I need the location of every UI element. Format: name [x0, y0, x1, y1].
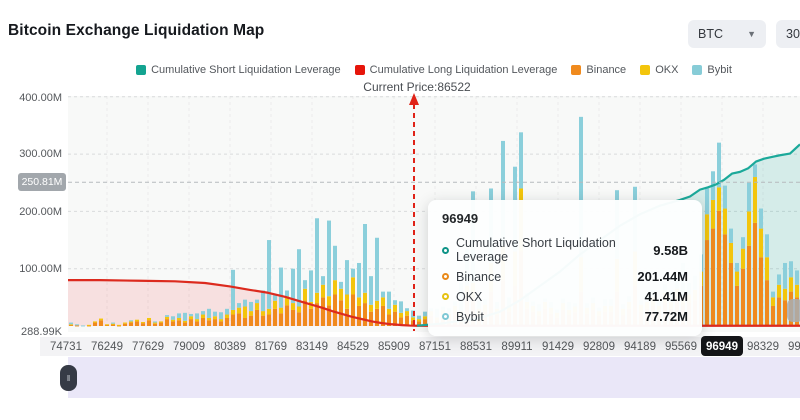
crosshair-value-badge: 250.81M	[18, 173, 66, 191]
tooltip-label: OKX	[456, 289, 483, 304]
y-tick-label: 200.00M	[19, 206, 62, 218]
legend-label: Cumulative Short Liquidation Leverage	[151, 64, 341, 76]
legend-swatch-binance	[571, 65, 582, 75]
tooltip-label: Bybit	[456, 309, 484, 324]
legend-label: Binance	[586, 64, 627, 76]
x-tick-label: 88531	[460, 341, 492, 353]
y-tick-label: 400.00M	[19, 92, 62, 104]
tooltip-value: 201.44M	[637, 269, 688, 284]
legend-item-bybit[interactable]: Bybit	[692, 64, 732, 76]
legend-item-short-leverage[interactable]: Cumulative Short Liquidation Leverage	[136, 64, 341, 76]
x-axis-band	[40, 337, 800, 356]
legend-item-binance[interactable]: Binance	[571, 64, 626, 76]
zoom-slider-track[interactable]	[68, 357, 800, 398]
x-tick-label: 80389	[214, 341, 246, 353]
legend-label: Bybit	[707, 64, 732, 76]
x-tick-label: 94189	[624, 341, 656, 353]
x-tick-label: 83149	[296, 341, 328, 353]
tooltip-row-bybit: Bybit 77.72M	[442, 309, 688, 324]
symbol-select-value: BTC	[698, 27, 723, 41]
x-tick-label: 77629	[132, 341, 164, 353]
x-tick-label: 79009	[173, 341, 205, 353]
legend-swatch-bybit	[692, 65, 703, 75]
page-title: Bitcoin Exchange Liquidation Map	[8, 22, 265, 39]
legend-label: OKX	[655, 64, 679, 76]
tooltip-label: Cumulative Short Liquidation Leverage	[456, 236, 616, 264]
scroll-handle[interactable]	[787, 299, 800, 322]
tooltip-row-binance: Binance 201.44M	[442, 269, 688, 284]
x-tick-label: 99709	[788, 341, 800, 353]
x-tick-badge	[701, 336, 743, 356]
short-leverage-dot-icon	[442, 246, 449, 254]
tooltip-title: 96949	[442, 211, 479, 226]
y-tick-label: 100.00M	[19, 263, 62, 275]
y-tick-label: 288.99K	[21, 326, 63, 338]
legend-swatch-okx	[640, 65, 651, 75]
x-tick-label: 91429	[542, 341, 574, 353]
chart-legend: Cumulative Short Liquidation Leverage Cu…	[68, 64, 800, 76]
x-tick-label: 89911	[501, 341, 532, 353]
x-tick-label: 84529	[337, 341, 369, 353]
legend-swatch-short	[136, 65, 147, 75]
chevron-down-icon: ▼	[747, 29, 756, 39]
okx-dot-icon	[442, 293, 449, 300]
current-price-label: Current Price:86522	[363, 80, 471, 94]
period-select[interactable]: 30	[776, 20, 800, 48]
tooltip-value: 77.72M	[644, 309, 688, 324]
tooltip-row-short-leverage: Cumulative Short Liquidation Leverage 9.…	[442, 236, 688, 264]
tooltip-value: 41.41M	[644, 289, 688, 304]
legend-item-okx[interactable]: OKX	[640, 64, 678, 76]
bybit-dot-icon	[442, 313, 449, 320]
tooltip-row-okx: OKX 41.41M	[442, 289, 688, 304]
binance-dot-icon	[442, 273, 449, 280]
x-tick-label: 95569	[665, 341, 697, 353]
x-tick-label: 92809	[583, 341, 615, 353]
legend-item-long-leverage[interactable]: Cumulative Long Liquidation Leverage	[354, 64, 558, 76]
y-tick-label: 300.00M	[19, 148, 62, 160]
zoom-slider-left-handle[interactable]: ‖	[60, 365, 77, 391]
chart-tooltip: 96949 Cumulative Short Liquidation Lever…	[428, 200, 702, 336]
tooltip-value: 9.58B	[653, 242, 688, 258]
x-tick-label: 85909	[378, 341, 410, 353]
period-select-value: 30	[786, 27, 800, 41]
x-tick-label: 87151	[419, 341, 451, 353]
legend-label: Cumulative Long Liquidation Leverage	[369, 64, 558, 76]
cumulative-line	[68, 279, 800, 327]
x-tick-label: 98329	[747, 341, 779, 353]
arrow-up-icon	[409, 93, 419, 105]
x-tick-label: 74731	[50, 341, 82, 353]
tooltip-label: Binance	[456, 269, 502, 284]
x-tick-label-highlighted: 96949	[706, 341, 738, 353]
symbol-select[interactable]: BTC ▼	[688, 20, 766, 48]
legend-swatch-long	[354, 65, 365, 75]
x-tick-label: 81769	[255, 341, 287, 353]
x-tick-label: 76249	[91, 341, 123, 353]
